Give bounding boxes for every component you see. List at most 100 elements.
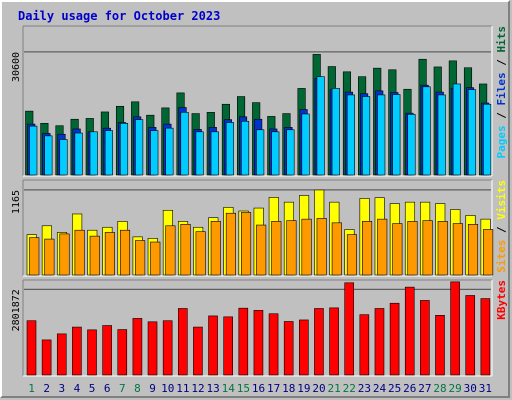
bar-pages-day-7: [119, 122, 129, 176]
x-tick-label-day-23: 23: [358, 382, 371, 395]
panel-label: Sites / Visits: [495, 180, 508, 273]
x-tick-label-day-22: 22: [343, 382, 356, 395]
bar-sites-day-26: [407, 221, 418, 276]
bar-kbytes-day-8: [132, 318, 143, 376]
bar-kbytes-day-31: [480, 298, 491, 376]
bar-kbytes-day-10: [162, 320, 173, 376]
x-tick-label-day-5: 5: [89, 382, 96, 395]
bar-sites-day-20: [316, 218, 327, 276]
bar-kbytes-day-11: [177, 308, 188, 376]
bar-pages-day-11: [180, 112, 189, 176]
bar-sites-day-29: [452, 223, 463, 276]
bar-pages-day-3: [59, 139, 68, 176]
x-tick-label-day-17: 17: [267, 382, 280, 395]
bar-kbytes-day-25: [389, 302, 400, 376]
y-tick-label: 1165: [11, 190, 22, 214]
bar-kbytes-day-9: [147, 321, 158, 376]
bar-pages-day-15: [241, 120, 250, 176]
x-tick-label-day-29: 29: [449, 382, 462, 395]
x-tick-label-day-21: 21: [328, 382, 341, 395]
panel-label: Pages / Files / Hits: [495, 26, 508, 159]
bar-kbytes-day-29: [450, 281, 460, 376]
bar-kbytes-day-16: [253, 310, 264, 376]
label-hits: Hits: [495, 26, 508, 53]
x-tick-label-day-27: 27: [418, 382, 431, 395]
bar-pages-day-16: [256, 129, 265, 176]
bar-kbytes-day-24: [374, 308, 385, 376]
bar-pages-day-18: [286, 129, 295, 176]
bar-pages-day-8: [135, 119, 144, 176]
label-kbytes: KBytes: [495, 280, 508, 320]
panel-top: 30600 Pages / Files / Hits: [11, 25, 508, 177]
bar-kbytes-day-4: [72, 326, 82, 376]
x-tick-label-day-15: 15: [237, 382, 250, 395]
bar-pages-day-17: [271, 131, 280, 176]
bar-kbytes-day-6: [102, 325, 112, 376]
bar-sites-day-25: [392, 223, 403, 276]
x-tick-label-day-9: 9: [149, 382, 156, 395]
x-tick-label-day-7: 7: [119, 382, 126, 395]
bar-pages-day-9: [150, 130, 159, 176]
x-tick-label-day-31: 31: [479, 382, 492, 395]
bar-kbytes-day-12: [193, 326, 203, 376]
bar-pages-day-19: [301, 113, 310, 176]
bar-kbytes-day-17: [268, 313, 279, 376]
label-pages: Pages: [495, 125, 508, 158]
x-tick-label-day-13: 13: [206, 382, 219, 395]
bar-pages-day-28: [437, 94, 446, 176]
bar-pages-day-23: [362, 96, 371, 176]
x-tick-label-day-4: 4: [74, 382, 81, 395]
bar-sites-day-11: [180, 224, 191, 276]
label-separator: /: [495, 220, 508, 240]
bar-sites-day-4: [74, 229, 85, 276]
x-tick-label-day-26: 26: [403, 382, 416, 395]
bar-sites-day-21: [331, 222, 342, 276]
x-tick-label-day-2: 2: [43, 382, 50, 395]
bar-pages-day-12: [195, 131, 204, 176]
bar-sites-day-16: [256, 224, 267, 276]
label-sites: Sites: [495, 240, 508, 273]
x-tick-label-day-12: 12: [191, 382, 204, 395]
bar-sites-day-17: [271, 221, 282, 276]
x-tick-label-day-30: 30: [464, 382, 477, 395]
bar-pages-day-13: [210, 131, 219, 176]
bar-pages-day-21: [331, 88, 340, 176]
bar-kbytes-day-20: [314, 308, 324, 376]
bar-kbytes-day-28: [435, 315, 445, 376]
bar-sites-day-12: [195, 231, 206, 276]
bar-pages-day-22: [346, 94, 356, 176]
bar-sites-day-22: [346, 234, 358, 276]
bar-kbytes-day-22: [344, 282, 355, 376]
bar-kbytes-day-21: [329, 307, 339, 376]
bar-kbytes-day-30: [465, 295, 476, 376]
y-tick-label: 2801872: [11, 289, 22, 331]
bar-kbytes-day-1: [26, 320, 37, 376]
bar-kbytes-day-13: [208, 315, 218, 376]
bar-sites-day-19: [301, 218, 312, 276]
bar-sites-day-8: [135, 240, 146, 276]
bar-sites-day-5: [89, 235, 100, 276]
x-tick-label-day-14: 14: [222, 382, 236, 395]
chart-panels: 30600 Pages / Files / Hits 1165 Sites / Vis…: [11, 25, 508, 377]
bar-kbytes-day-26: [404, 286, 415, 376]
chart-title: Daily usage for October 2023: [18, 9, 220, 23]
label-separator: /: [495, 106, 508, 126]
bar-pages-day-5: [89, 131, 98, 176]
bar-pages-day-27: [422, 86, 431, 176]
x-tick-label-day-11: 11: [176, 382, 189, 395]
bar-sites-day-1: [29, 237, 40, 276]
bar-sites-day-31: [483, 229, 494, 276]
bar-kbytes-day-14: [223, 316, 233, 376]
bar-sites-day-3: [59, 233, 70, 276]
x-axis-labels: 1 2 3 4 5 6 7 8 9 10 11 12 13 14 15 16 17 18 19 20 21 22 23 24 2…: [28, 382, 492, 395]
bar-sites-day-14: [225, 212, 236, 276]
bar-kbytes-day-19: [299, 319, 309, 376]
bar-kbytes-day-2: [41, 339, 52, 376]
bar-pages-day-29: [452, 83, 461, 176]
panel-bottom: 2801872 KBytes: [11, 279, 508, 377]
x-tick-label-day-18: 18: [282, 382, 295, 395]
bar-pages-day-24: [377, 94, 386, 176]
bar-pages-day-1: [29, 125, 38, 176]
panel-middle: 1165 Sites / Visits: [11, 179, 508, 277]
x-tick-label-day-10: 10: [161, 382, 174, 395]
